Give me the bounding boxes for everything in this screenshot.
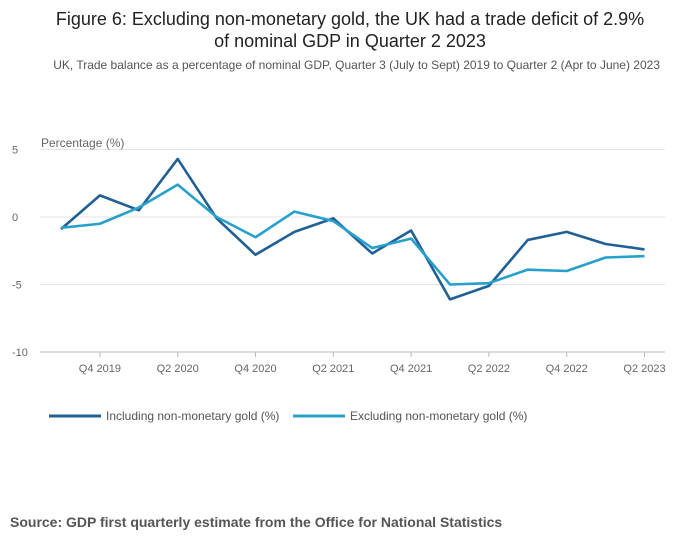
- x-tick-label: Q4 2022: [546, 363, 588, 375]
- source-note: Source: GDP first quarterly estimate fro…: [10, 514, 503, 530]
- y-tick-label: -10: [12, 347, 28, 359]
- line-chart: 5 0 -5 -10 Percentage (%) Q4 2019 Q2 2020 Q4 20…: [12, 136, 666, 423]
- legend-label: Excluding non-monetary gold (%): [350, 409, 527, 423]
- x-tick-label: Q4 2020: [234, 363, 276, 375]
- y-tick-label: -5: [12, 280, 22, 292]
- chart-subtitle: UK, Trade balance as a percentage of nom…: [53, 58, 660, 72]
- legend-label: Including non-monetary gold (%): [106, 409, 279, 423]
- series-line-including: [60, 157, 645, 301]
- title-line-1: Figure 6: Excluding non-monetary gold, t…: [55, 9, 645, 29]
- y-tick-label: 5: [12, 145, 18, 157]
- chart-title: Figure 6: Excluding non-monetary gold, t…: [0, 8, 700, 52]
- y-tick-label: 0: [12, 212, 18, 224]
- title-line-2: of nominal GDP in Quarter 2 2023: [214, 31, 486, 51]
- x-tick-label: Q2 2020: [157, 363, 199, 375]
- series-line-excluding: [60, 183, 645, 286]
- x-tick-label: Q2 2023: [623, 363, 665, 375]
- x-tick-label: Q4 2021: [390, 363, 432, 375]
- x-tick-label: Q2 2022: [468, 363, 510, 375]
- x-tick-label: Q4 2019: [79, 363, 121, 375]
- x-tick-label: Q2 2021: [312, 363, 354, 375]
- y-axis-label: Percentage (%): [41, 136, 124, 150]
